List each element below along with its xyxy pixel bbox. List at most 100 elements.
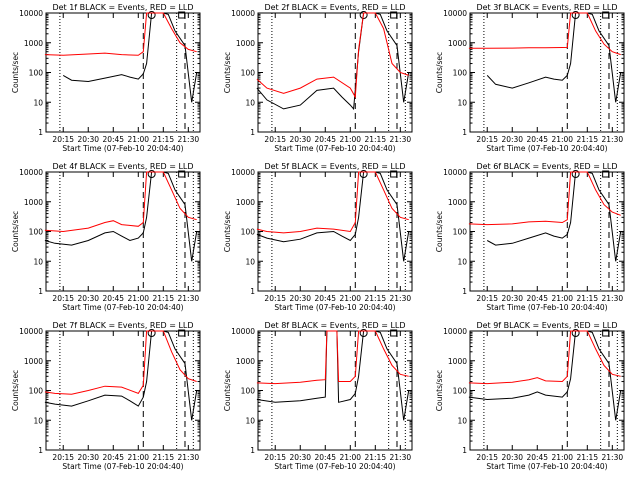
- plot-frame: [45, 12, 201, 133]
- series-line-red: [44, 12, 197, 56]
- marker-circle: [147, 329, 156, 337]
- y-tick-label: 10: [33, 257, 43, 266]
- y-tick-label: 10: [245, 257, 255, 266]
- y-tick-label: 100: [241, 228, 256, 237]
- chart-panel-9: Det 9f BLACK = Events, RED = LLD 1 10 100 10…: [435, 321, 625, 471]
- x-tick-label: 21:00: [551, 453, 573, 462]
- y-tick-label: 10000: [443, 168, 467, 177]
- series-line-black: [44, 171, 198, 262]
- x-tick-label: 21:30: [390, 453, 412, 462]
- y-tick-label: 10000: [231, 9, 255, 18]
- y-axis-label: Counts/sec: [223, 370, 232, 411]
- series-line-red: [256, 12, 409, 99]
- x-tick-label: 21:00: [551, 135, 573, 144]
- marker-square: [390, 11, 398, 19]
- plot-frame: [257, 12, 413, 133]
- series-line-black: [256, 12, 410, 111]
- marker-circle: [571, 11, 580, 19]
- y-tick-label: 1: [38, 287, 43, 296]
- series-line-red: [256, 330, 409, 385]
- x-tick-label: 20:15: [264, 135, 286, 144]
- x-tick-label: 20:30: [77, 135, 99, 144]
- y-tick-label: 1: [250, 446, 255, 455]
- x-tick-label: 21:30: [390, 294, 412, 303]
- x-tick-label: 20:30: [501, 294, 523, 303]
- chart-panel-5: Det 5f BLACK = Events, RED = LLD 1 10 100 10…: [223, 162, 413, 312]
- y-tick-label: 1000: [24, 39, 43, 48]
- y-axis-label: Counts/sec: [435, 211, 444, 252]
- y-tick-label: 1000: [448, 357, 467, 366]
- x-tick-label: 21:00: [339, 294, 361, 303]
- x-tick-label: 21:00: [551, 294, 573, 303]
- x-tick-label: 20:45: [102, 294, 124, 303]
- y-tick-label: 1000: [448, 39, 467, 48]
- x-tick-label: 21:15: [364, 135, 386, 144]
- marker-square: [390, 170, 398, 178]
- marker-circle: [147, 11, 156, 19]
- chart-title: Det 6f BLACK = Events, RED = LLD: [476, 162, 617, 171]
- y-tick-label: 1000: [24, 198, 43, 207]
- series-line-black: [256, 330, 410, 421]
- y-axis-label: Counts/sec: [435, 52, 444, 93]
- y-tick-label: 10: [245, 98, 255, 107]
- plot-frame: [45, 330, 201, 451]
- x-tick-label: 21:15: [576, 135, 598, 144]
- y-axis-label: Counts/sec: [223, 52, 232, 93]
- x-tick-label: 21:30: [178, 453, 200, 462]
- x-tick-label: 20:45: [314, 294, 336, 303]
- y-tick-label: 1000: [236, 357, 255, 366]
- x-axis-label: Start Time (07-Feb-10 20:04:40): [62, 303, 183, 312]
- y-tick-label: 10000: [443, 9, 467, 18]
- marker-circle: [571, 329, 580, 337]
- marker-circle: [571, 170, 580, 178]
- chart-panel-8: Det 8f BLACK = Events, RED = LLD 1 10 100 10…: [223, 321, 413, 471]
- x-tick-label: 21:00: [127, 294, 149, 303]
- y-axis-label: Counts/sec: [11, 52, 20, 93]
- y-axis-label: Counts/sec: [11, 211, 20, 252]
- x-axis-label: Start Time (07-Feb-10 20:04:40): [274, 144, 395, 153]
- x-tick-label: 21:15: [576, 294, 598, 303]
- chart-title: Det 3f BLACK = Events, RED = LLD: [476, 3, 617, 12]
- x-tick-label: 21:00: [339, 135, 361, 144]
- x-tick-label: 20:15: [476, 453, 498, 462]
- y-axis-label: Counts/sec: [11, 370, 20, 411]
- series-line-black: [468, 330, 622, 421]
- chart-title: Det 2f BLACK = Events, RED = LLD: [264, 3, 405, 12]
- x-axis-label: Start Time (07-Feb-10 20:04:40): [62, 144, 183, 153]
- marker-square: [602, 11, 610, 19]
- x-tick-label: 20:15: [52, 453, 74, 462]
- plot-frame: [469, 12, 625, 133]
- x-tick-label: 20:30: [289, 294, 311, 303]
- plot-frame: [469, 330, 625, 451]
- plot-frame: [257, 330, 413, 451]
- marker-square: [602, 329, 610, 337]
- chart-panel-6: Det 6f BLACK = Events, RED = LLD 1 10 100 10…: [435, 162, 625, 312]
- x-tick-label: 20:45: [526, 453, 548, 462]
- y-tick-label: 10: [457, 257, 467, 266]
- y-tick-label: 100: [29, 387, 44, 396]
- x-tick-label: 21:30: [390, 135, 412, 144]
- y-tick-label: 10000: [19, 168, 43, 177]
- x-axis-label: Start Time (07-Feb-10 20:04:40): [486, 303, 607, 312]
- x-tick-label: 21:30: [602, 135, 624, 144]
- y-tick-label: 10: [245, 416, 255, 425]
- y-tick-label: 10000: [231, 168, 255, 177]
- chart-panel-3: Det 3f BLACK = Events, RED = LLD 1 10 100 10…: [435, 3, 625, 153]
- x-tick-label: 21:15: [152, 453, 174, 462]
- chart-panel-1: Det 1f BLACK = Events, RED = LLD 1 10 100 10…: [11, 3, 201, 153]
- marker-square: [178, 170, 186, 178]
- y-tick-label: 10000: [19, 9, 43, 18]
- marker-square: [602, 170, 610, 178]
- series-line-black: [62, 12, 198, 103]
- y-tick-label: 100: [453, 387, 468, 396]
- series-line-black: [256, 171, 410, 262]
- x-tick-label: 21:00: [127, 135, 149, 144]
- marker-circle: [359, 11, 368, 19]
- x-tick-label: 20:30: [289, 453, 311, 462]
- plot-frame: [257, 171, 413, 292]
- x-tick-label: 20:30: [501, 135, 523, 144]
- marker-circle: [359, 329, 368, 337]
- x-tick-label: 20:30: [77, 294, 99, 303]
- marker-circle: [359, 170, 368, 178]
